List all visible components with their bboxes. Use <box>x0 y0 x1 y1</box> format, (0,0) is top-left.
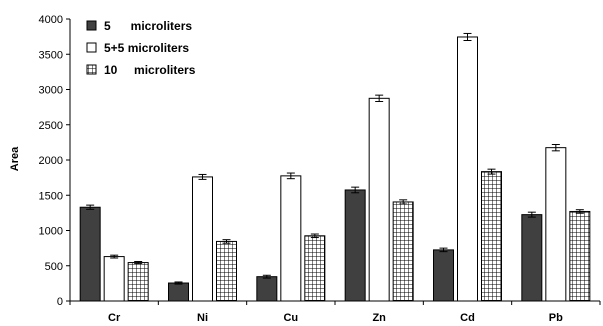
bar <box>457 36 478 302</box>
y-tick-label: 2000 <box>39 155 63 167</box>
bar <box>521 214 543 302</box>
bar <box>216 240 237 302</box>
legend-label: 5+5 microliters <box>104 41 189 55</box>
bar <box>433 249 454 302</box>
x-category-label: Pb <box>549 312 563 324</box>
bar <box>168 282 189 302</box>
y-tick-label: 3500 <box>39 49 63 61</box>
legend-swatch <box>86 64 97 75</box>
x-category-label: Zn <box>372 312 386 324</box>
bar <box>79 206 101 302</box>
bar <box>368 97 390 302</box>
bar <box>481 171 502 302</box>
y-tick-label: 500 <box>45 261 63 273</box>
bar <box>127 262 149 302</box>
legend-swatch <box>86 42 97 53</box>
y-tick-label: 1500 <box>39 190 63 202</box>
legend-label: 10 microliters <box>104 63 196 77</box>
y-tick-label: 0 <box>57 296 63 308</box>
bars <box>79 32 591 302</box>
y-tick-label: 2500 <box>39 120 63 132</box>
bar <box>392 201 414 302</box>
x-category-label: Cd <box>460 312 475 324</box>
bar <box>192 176 213 302</box>
x-category-label: Cr <box>108 312 121 324</box>
bar <box>569 210 591 302</box>
legend: 5 microliters 5+5 microliters 10 microlite… <box>86 19 196 77</box>
bar <box>344 189 366 302</box>
bar <box>103 256 125 302</box>
x-category-label: Ni <box>197 312 208 324</box>
bar <box>280 175 302 302</box>
bar <box>256 276 278 302</box>
bar <box>304 235 326 302</box>
legend-label: 5 microliters <box>104 19 192 33</box>
x-axis: Cr Ni Cu Zn Cd Pb <box>69 300 601 324</box>
bar <box>545 147 567 302</box>
y-tick-label: 1000 <box>39 226 63 238</box>
y-axis: 0 500 1000 1500 2000 2500 3000 3500 4000 <box>39 14 71 308</box>
y-tick-label: 4000 <box>39 14 63 26</box>
x-category-label: Cu <box>283 312 298 324</box>
y-axis-label: Area <box>9 146 21 171</box>
y-tick-label: 3000 <box>39 85 63 97</box>
legend-swatch <box>86 20 97 31</box>
